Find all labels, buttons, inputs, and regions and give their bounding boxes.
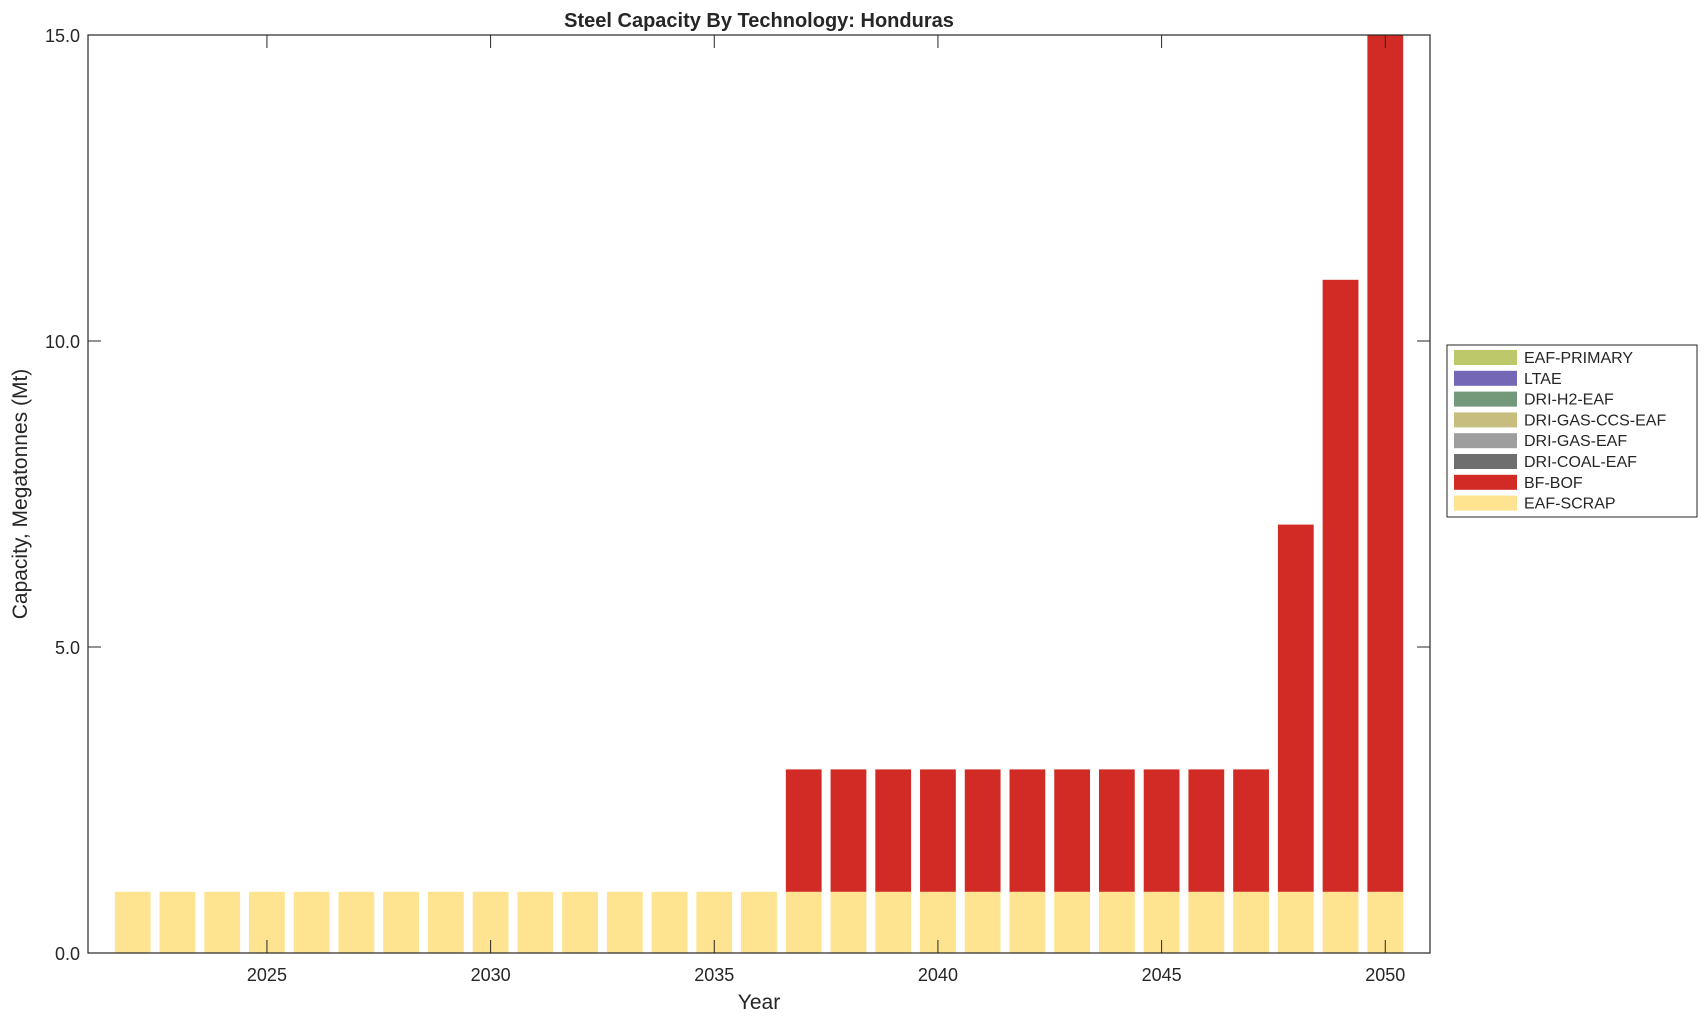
bar-eaf-scrap-2037	[785, 891, 822, 953]
legend-label-dri-coal-eaf: DRI-COAL-EAF	[1524, 454, 1637, 471]
bar-bf-bof-2042	[1009, 769, 1046, 892]
bar-eaf-scrap-2044	[1098, 891, 1135, 953]
bar-eaf-scrap-2022	[114, 891, 151, 953]
legend-label-eaf-scrap: EAF-SCRAP	[1524, 496, 1616, 513]
y-tick-label: 15.0	[45, 26, 80, 46]
bar-eaf-scrap-2026	[293, 891, 330, 953]
legend-label-dri-h2-eaf: DRI-H2-EAF	[1524, 392, 1614, 409]
x-tick-label: 2045	[1142, 965, 1182, 985]
bar-eaf-scrap-2034	[651, 891, 688, 953]
x-axis-label: Year	[738, 991, 780, 1014]
x-tick-label: 2025	[247, 965, 287, 985]
legend-label-ltae: LTAE	[1524, 371, 1562, 388]
bar-eaf-scrap-2031	[517, 891, 554, 953]
bar-eaf-scrap-2033	[606, 891, 643, 953]
bar-eaf-scrap-2036	[741, 891, 777, 953]
bar-bf-bof-2039	[875, 769, 912, 892]
legend-swatch-dri-h2-eaf	[1454, 391, 1517, 407]
bar-bf-bof-2044	[1098, 769, 1135, 892]
legend-label-dri-gas-eaf: DRI-GAS-EAF	[1524, 433, 1627, 450]
bar-bf-bof-2037	[785, 769, 822, 892]
bar-eaf-scrap-2041	[964, 891, 1001, 953]
bar-eaf-scrap-2032	[562, 891, 598, 953]
bar-bf-bof-2047	[1233, 769, 1269, 892]
y-axis-label: Capacity, Megatonnes (Mt)	[9, 369, 32, 620]
chart-title: Steel Capacity By Technology: Honduras	[564, 10, 954, 32]
bar-eaf-scrap-2024	[204, 891, 241, 953]
bar-eaf-scrap-2027	[338, 891, 375, 953]
plot-area-frame	[87, 34, 1431, 954]
bar-bf-bof-2040	[920, 769, 956, 892]
legend-swatch-ltae	[1454, 370, 1517, 386]
legend-swatch-eaf-primary	[1454, 350, 1517, 365]
bar-bf-bof-2049	[1322, 279, 1359, 892]
x-tick-label: 2050	[1365, 965, 1405, 985]
legend-label-bf-bof: BF-BOF	[1524, 475, 1583, 492]
x-tick-label: 2030	[471, 965, 511, 985]
bar-eaf-scrap-2028	[383, 891, 420, 953]
x-tick-label: 2035	[694, 965, 734, 985]
y-tick-label: 0.0	[55, 944, 80, 964]
bar-eaf-scrap-2047	[1233, 891, 1269, 953]
bar-bf-bof-2038	[830, 769, 867, 892]
legend-swatch-dri-gas-ccs-eaf	[1454, 412, 1517, 428]
bar-eaf-scrap-2023	[159, 891, 196, 953]
bar-bf-bof-2050	[1367, 35, 1404, 892]
bar-bf-bof-2041	[964, 769, 1001, 892]
legend-label-eaf-primary: EAF-PRIMARY	[1524, 350, 1633, 367]
y-tick-label: 5.0	[55, 638, 80, 658]
bar-bf-bof-2043	[1054, 769, 1091, 892]
bar-bf-bof-2048	[1277, 524, 1314, 892]
legend-swatch-dri-coal-eaf	[1454, 454, 1517, 469]
bar-bf-bof-2046	[1188, 769, 1225, 892]
bar-eaf-scrap-2042	[1009, 891, 1046, 953]
y-tick-label: 10.0	[45, 332, 80, 352]
bar-eaf-scrap-2048	[1277, 891, 1314, 953]
bar-eaf-scrap-2029	[427, 891, 464, 953]
bar-eaf-scrap-2046	[1188, 891, 1225, 953]
legend-swatch-bf-bof	[1454, 474, 1517, 490]
legend-label-dri-gas-ccs-eaf: DRI-GAS-CCS-EAF	[1524, 412, 1666, 429]
legend: EAF-PRIMARY LTAE DRI-H2-EAF DRI-GAS-CCS-EAF…	[1446, 344, 1698, 518]
bar-eaf-scrap-2039	[875, 891, 912, 953]
legend-swatch-dri-gas-eaf	[1454, 433, 1517, 449]
bar-eaf-scrap-2038	[830, 891, 867, 953]
x-tick-label: 2040	[918, 965, 958, 985]
bars-group	[114, 35, 1404, 953]
bar-eaf-scrap-2043	[1054, 891, 1091, 953]
legend-swatch-eaf-scrap	[1454, 495, 1517, 511]
bar-eaf-scrap-2049	[1322, 891, 1359, 953]
bar-bf-bof-2045	[1143, 769, 1180, 892]
ticks-group: 2025 2030 2035 2040 2045 2050 0.0 5.0 10.0 15.0	[45, 26, 1430, 985]
